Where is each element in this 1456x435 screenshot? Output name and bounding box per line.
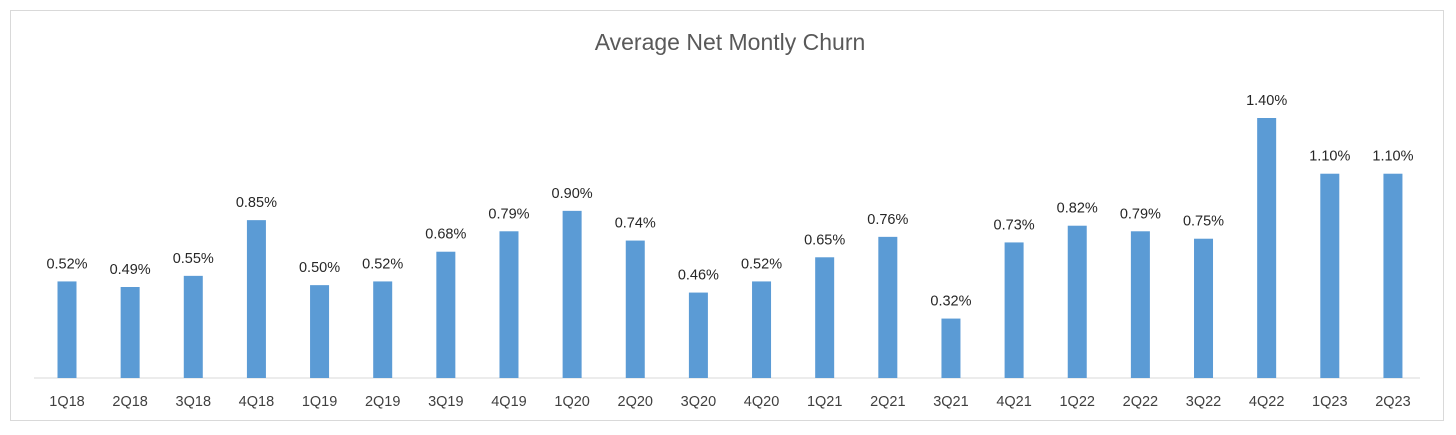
bar-1Q21	[815, 257, 835, 378]
data-label-1Q21: 0.65%	[804, 232, 845, 248]
bar-3Q22	[1194, 238, 1214, 378]
bar-2Q20	[625, 240, 645, 378]
bar-4Q19	[499, 231, 519, 378]
data-label-2Q23: 1.10%	[1372, 149, 1413, 165]
x-tick-label-2Q21: 2Q21	[870, 394, 905, 410]
x-tick-label-1Q20: 1Q20	[554, 394, 589, 410]
data-label-1Q23: 1.10%	[1309, 149, 1350, 165]
bar-4Q18	[246, 220, 266, 378]
data-label-3Q20: 0.46%	[678, 268, 719, 284]
x-tick-label-3Q18: 3Q18	[176, 394, 211, 410]
x-tick-label-2Q23: 2Q23	[1375, 394, 1410, 410]
bar-1Q19	[310, 285, 330, 378]
bar-2Q18	[120, 287, 140, 378]
bar-4Q20	[752, 281, 772, 378]
data-label-3Q19: 0.68%	[425, 227, 466, 243]
bar-4Q22	[1257, 118, 1277, 378]
data-label-4Q19: 0.79%	[488, 206, 529, 222]
data-label-2Q20: 0.74%	[615, 216, 656, 232]
data-label-3Q18: 0.55%	[173, 251, 214, 267]
x-tick-label-2Q20: 2Q20	[618, 394, 653, 410]
x-tick-label-3Q21: 3Q21	[933, 394, 968, 410]
bar-2Q19	[373, 281, 393, 378]
x-tick-label-1Q19: 1Q19	[302, 394, 337, 410]
x-tick-label-3Q20: 3Q20	[681, 394, 716, 410]
data-label-1Q20: 0.90%	[552, 186, 593, 202]
data-label-4Q21: 0.73%	[994, 217, 1035, 233]
x-tick-label-1Q22: 1Q22	[1059, 394, 1094, 410]
data-label-2Q18: 0.49%	[110, 262, 151, 278]
bar-1Q22	[1067, 225, 1087, 378]
data-label-1Q22: 0.82%	[1057, 201, 1098, 217]
data-label-3Q21: 0.32%	[930, 294, 971, 310]
bar-3Q21	[941, 318, 961, 378]
x-tick-label-3Q22: 3Q22	[1186, 394, 1221, 410]
data-label-4Q22: 1.40%	[1246, 93, 1287, 109]
chart-title: Average Net Montly Churn	[595, 29, 866, 55]
bar-2Q22	[1130, 231, 1150, 378]
x-tick-label-3Q19: 3Q19	[428, 394, 463, 410]
bar-2Q21	[878, 236, 898, 378]
data-label-2Q22: 0.79%	[1120, 206, 1161, 222]
x-tick-label-4Q21: 4Q21	[996, 394, 1031, 410]
x-tick-label-4Q18: 4Q18	[239, 394, 274, 410]
data-label-1Q19: 0.50%	[299, 260, 340, 276]
x-tick-label-1Q23: 1Q23	[1312, 394, 1347, 410]
x-tick-label-4Q20: 4Q20	[744, 394, 779, 410]
bar-3Q19	[436, 251, 456, 378]
bar-1Q23	[1320, 173, 1340, 378]
bar-1Q20	[562, 210, 582, 378]
x-tick-label-4Q22: 4Q22	[1249, 394, 1284, 410]
x-tick-label-2Q18: 2Q18	[112, 394, 147, 410]
data-label-4Q18: 0.85%	[236, 195, 277, 211]
data-label-4Q20: 0.52%	[741, 256, 782, 272]
bar-3Q20	[688, 292, 708, 378]
bar-3Q18	[183, 275, 203, 378]
data-label-3Q22: 0.75%	[1183, 214, 1224, 230]
bar-4Q21	[1004, 242, 1024, 378]
x-tick-label-1Q21: 1Q21	[807, 394, 842, 410]
x-tick-label-2Q22: 2Q22	[1123, 394, 1158, 410]
bar-1Q18	[57, 281, 77, 378]
x-tick-label-1Q18: 1Q18	[49, 394, 84, 410]
bar-2Q23	[1383, 173, 1403, 378]
data-label-2Q19: 0.52%	[362, 256, 403, 272]
x-tick-label-4Q19: 4Q19	[491, 394, 526, 410]
data-label-2Q21: 0.76%	[867, 212, 908, 228]
x-tick-label-2Q19: 2Q19	[365, 394, 400, 410]
data-label-1Q18: 0.52%	[46, 256, 87, 272]
